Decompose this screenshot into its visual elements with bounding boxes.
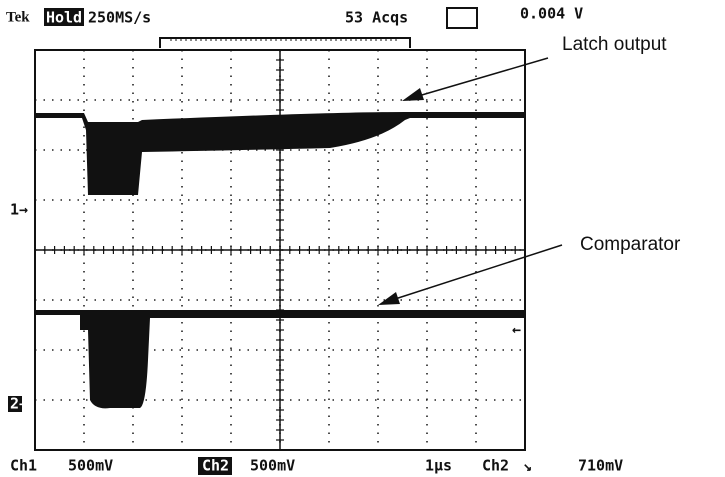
ch2-scale: 500mV [250,457,295,475]
trigger-source: Ch2 [482,457,509,475]
ch2-marker: 2→ [10,395,28,413]
comparator-label: Comparator [580,234,681,255]
mode: Hold [46,9,82,27]
ch2-label: Ch2 [202,457,229,475]
scope-screenshot: ← Tek Hold 250MS/s 53 Acqs 0.004 V Latch… [0,0,725,477]
ch1-label: Ch1 [10,457,37,475]
comparator-arrowhead [378,292,400,305]
latch-arrowhead [402,88,424,101]
readout: 0.004 V [520,5,583,23]
acquisitions: 53 Acqs [345,9,408,27]
sample-rate: 250MS/s [88,9,151,27]
ch1-scale: 500mV [68,457,113,475]
ch1-marker: 1→ [10,201,28,219]
latch-label: Latch output [562,34,667,55]
trigger-slope: ↘ [523,457,532,475]
trigger-level-marker: ← [512,321,521,339]
trigger-level: 710mV [578,457,623,475]
latch-arrow [415,58,548,97]
timebase: 1µs [425,457,452,475]
display-icon [447,8,477,28]
brand: Tek [6,9,30,25]
